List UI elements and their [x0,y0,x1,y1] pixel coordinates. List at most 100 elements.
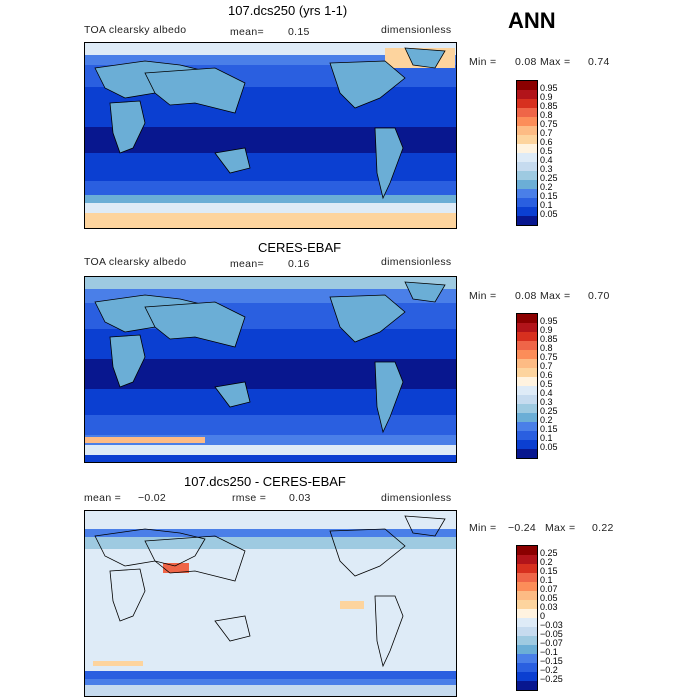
panel-2-min-label: Min = [469,290,497,302]
colorbar-swatch [517,99,537,108]
colorbar-swatch [517,681,537,690]
colorbar-swatch [517,546,537,555]
panel-1-max-label: Max = [540,56,571,68]
colorbar-swatch [517,314,537,323]
panel-1-min-label: Min = [469,56,497,68]
panel-1-mean-label: mean= [230,26,264,38]
panel-1-min-value: 0.08 [515,56,537,68]
panel-3-mean-label: mean = [84,492,122,504]
colorbar-tick-label: 0.25 [540,406,558,416]
colorbar-swatch [517,180,537,189]
colorbar-swatch [517,350,537,359]
colorbar-swatch [517,368,537,377]
panel-2-min-value: 0.08 [515,290,537,302]
panel-2-max-value: 0.70 [588,290,610,302]
colorbar-tick-label: 0.6 [540,370,553,380]
colorbar-tick-label: 0.15 [540,191,558,201]
colorbar-swatch [517,144,537,153]
colorbar-tick-label: 0.9 [540,325,553,335]
colorbar-swatch [517,440,537,449]
panel-2-mean-value: 0.16 [288,258,310,270]
colorbar-swatch [517,654,537,663]
panel-3-units: dimensionless [381,492,452,504]
panel-2-map [84,276,457,463]
colorbar-swatch [517,153,537,162]
colorbar-swatch [517,600,537,609]
panel-1-map [84,42,457,229]
colorbar-swatch [517,359,537,368]
colorbar-tick-label: 0.95 [540,316,558,326]
colorbar-tick-label: 0.85 [540,101,558,111]
colorbar-tick-label: 0.5 [540,146,553,156]
colorbar-tick-label: 0.4 [540,388,553,398]
colorbar-swatch [517,377,537,386]
panel-3-min-label: Min = [469,522,497,534]
colorbar-tick-label: 0.15 [540,424,558,434]
colorbar-swatch [517,591,537,600]
colorbar-tick-label: 0.15 [540,566,558,576]
colorbar-tick-label: 0.85 [540,334,558,344]
colorbar-tick-label: 0.8 [540,343,553,353]
colorbar-tick-label: −0.05 [540,629,563,639]
panel-3-rmse-label: rmse = [232,492,267,504]
colorbar-swatch [517,413,537,422]
colorbar-tick-label: 0.5 [540,379,553,389]
colorbar-tick-label: 0.7 [540,361,553,371]
colorbar-tick-label: −0.25 [540,674,563,684]
panel-2-colorbar [516,313,538,459]
colorbar-swatch [517,564,537,573]
colorbar-swatch [517,126,537,135]
panel-1-units: dimensionless [381,24,452,36]
colorbar-tick-label: −0.2 [540,665,558,675]
colorbar-swatch [517,386,537,395]
colorbar-tick-label: 0.07 [540,584,558,594]
colorbar-swatch [517,618,537,627]
colorbar-swatch [517,645,537,654]
colorbar-swatch [517,395,537,404]
colorbar-swatch [517,555,537,564]
colorbar-swatch [517,582,537,591]
colorbar-swatch [517,449,537,458]
colorbar-tick-label: 0.1 [540,200,553,210]
colorbar-tick-label: 0.3 [540,397,553,407]
colorbar-swatch [517,663,537,672]
panel-3-title: 107.dcs250 - CERES-EBAF [184,474,346,489]
colorbar-swatch [517,573,537,582]
colorbar-tick-label: 0.25 [540,173,558,183]
panel-3-max-value: 0.22 [592,522,614,534]
colorbar-tick-label: −0.07 [540,638,563,648]
colorbar-tick-label: −0.1 [540,647,558,657]
colorbar-tick-label: 0.03 [540,602,558,612]
colorbar-tick-label: 0.05 [540,593,558,603]
colorbar-tick-label: 0.7 [540,128,553,138]
colorbar-swatch [517,627,537,636]
colorbar-tick-label: −0.15 [540,656,563,666]
colorbar-tick-label: 0.1 [540,433,553,443]
panel-2-title: CERES-EBAF [258,240,342,255]
colorbar-swatch [517,341,537,350]
colorbar-swatch [517,90,537,99]
colorbar-tick-label: 0.1 [540,575,553,585]
colorbar-tick-label: 0.75 [540,119,558,129]
panel-3-map [84,510,457,697]
colorbar-swatch [517,189,537,198]
colorbar-swatch [517,117,537,126]
colorbar-swatch [517,198,537,207]
colorbar-swatch [517,135,537,144]
panel-3-min-value: −0.24 [508,522,537,534]
colorbar-swatch [517,431,537,440]
season-label: ANN [508,8,556,33]
panel-1-max-value: 0.74 [588,56,610,68]
colorbar-swatch [517,609,537,618]
colorbar-swatch [517,636,537,645]
colorbar-tick-label: 0.2 [540,415,553,425]
colorbar-tick-label: 0.2 [540,557,553,567]
panel-2-max-label: Max = [540,290,571,302]
colorbar-tick-label: 0.75 [540,352,558,362]
colorbar-tick-label: 0.4 [540,155,553,165]
panel-2-mean-label: mean= [230,258,264,270]
colorbar-tick-label: 0.8 [540,110,553,120]
colorbar-tick-label: 0.25 [540,548,558,558]
panel-2-variable-label: TOA clearsky albedo [84,256,187,268]
colorbar-tick-label: 0 [540,611,546,621]
